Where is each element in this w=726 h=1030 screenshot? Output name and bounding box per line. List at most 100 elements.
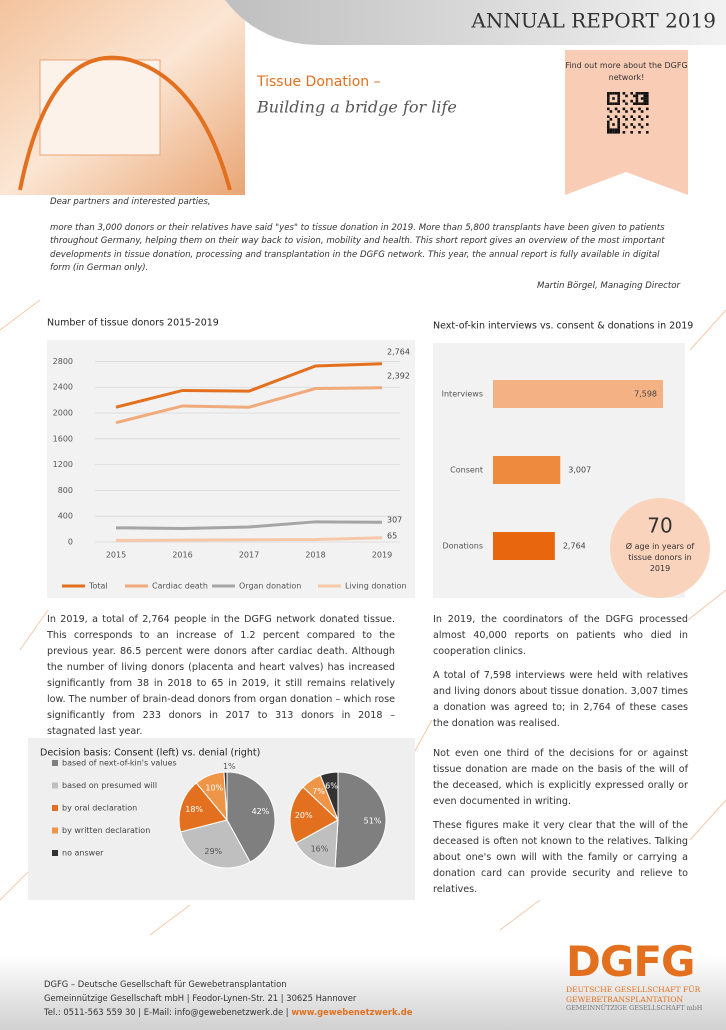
qr-cell bbox=[609, 92, 613, 95]
chart-title: Next-of-kin interviews vs. consent & don… bbox=[433, 321, 693, 332]
qr-cell bbox=[607, 123, 610, 126]
chart-title: Number of tissue donors 2015-2019 bbox=[47, 318, 219, 329]
bar bbox=[493, 456, 561, 484]
callout-circle bbox=[610, 498, 710, 598]
qr-cell bbox=[617, 131, 620, 134]
legend-swatch bbox=[52, 850, 58, 856]
qr-cell bbox=[643, 97, 646, 100]
legend-label: Organ donation bbox=[239, 582, 301, 591]
qr-cell bbox=[607, 92, 610, 95]
bar bbox=[493, 380, 664, 408]
y-tick-label: 1600 bbox=[53, 434, 73, 443]
qr-cell bbox=[646, 99, 649, 103]
qr-cell bbox=[646, 94, 649, 98]
qr-cell bbox=[630, 92, 633, 95]
qr-cell bbox=[612, 131, 615, 134]
photo-box bbox=[39, 59, 161, 156]
x-tick-label: 2018 bbox=[305, 551, 325, 560]
y-tick-label: 2400 bbox=[53, 383, 73, 392]
series-line bbox=[115, 536, 383, 542]
qr-cell bbox=[633, 102, 636, 105]
data-label: 16% bbox=[311, 845, 329, 854]
legend-label: based of next-of-kin's values bbox=[62, 759, 177, 768]
photo-ribbon bbox=[18, 55, 232, 191]
logo-mark: DGFG bbox=[566, 937, 696, 986]
qr-cell bbox=[617, 92, 620, 95]
data-label: 65 bbox=[387, 531, 397, 540]
footer-web[interactable]: www.gewebenetzwerk.de bbox=[291, 1007, 413, 1017]
pie-slice bbox=[226, 771, 276, 863]
qr-cell bbox=[609, 131, 613, 134]
qr-cell bbox=[633, 118, 636, 121]
qr-cell bbox=[625, 110, 628, 113]
qr-cell bbox=[643, 94, 646, 98]
qr-cell bbox=[643, 102, 646, 105]
data-label: 6% bbox=[325, 782, 338, 791]
series-line bbox=[115, 386, 383, 425]
qr-cell bbox=[630, 131, 633, 134]
qr-cell bbox=[625, 102, 628, 105]
paragraph: These figures make it very clear that th… bbox=[433, 820, 688, 895]
qr-cell bbox=[643, 92, 646, 95]
qr-cell bbox=[633, 125, 636, 129]
qr-cell bbox=[617, 123, 620, 126]
data-label: 20% bbox=[295, 811, 313, 820]
pie-slice bbox=[295, 819, 339, 869]
qr-cell bbox=[614, 128, 618, 131]
qr-cell bbox=[625, 118, 628, 121]
pie-slice bbox=[289, 786, 339, 844]
qr-cell bbox=[617, 102, 620, 105]
qr-cell bbox=[646, 107, 649, 111]
qr-cell bbox=[640, 92, 644, 95]
qr-cell bbox=[614, 115, 618, 118]
data-label: 2,764 bbox=[387, 347, 410, 356]
legend-swatch bbox=[52, 760, 58, 766]
data-label: 7,598 bbox=[634, 390, 657, 399]
qr-cell bbox=[638, 123, 641, 126]
data-label: 18% bbox=[185, 805, 203, 814]
qr-cell bbox=[607, 131, 610, 134]
qr-cell bbox=[640, 110, 644, 113]
paragraph: In 2019, a total of 2,764 people in the … bbox=[47, 614, 395, 737]
qr-cell bbox=[617, 128, 620, 131]
legend-label: based on presumed will bbox=[62, 781, 157, 790]
qr-cell bbox=[609, 128, 613, 131]
data-label: 29% bbox=[204, 847, 222, 856]
legend-label: Total bbox=[88, 582, 108, 591]
y-tick-label: 1200 bbox=[53, 460, 73, 469]
qr-cell bbox=[617, 94, 620, 98]
qr-cell bbox=[630, 115, 633, 118]
qr-cell bbox=[635, 99, 639, 103]
line-chart-box bbox=[47, 340, 415, 598]
footer-line: DGFG – Deutsche Gesellschaft für Gewebet… bbox=[44, 979, 287, 989]
qr-cell bbox=[640, 97, 644, 100]
logo-text: DEUTSCHE GESELLSCHAFT FÜR GEWEBETRANSPLA… bbox=[566, 985, 702, 1014]
qr-cell bbox=[638, 107, 641, 111]
qr-cell bbox=[622, 115, 626, 118]
qr-cell bbox=[612, 128, 615, 131]
qr-cell bbox=[625, 94, 628, 98]
qr-cell bbox=[622, 107, 626, 111]
qr-cell bbox=[622, 92, 626, 95]
qr-cell bbox=[635, 102, 639, 105]
qr-cell bbox=[635, 97, 639, 100]
qr-cell bbox=[614, 92, 618, 95]
y-tick-label: 0 bbox=[68, 538, 73, 547]
qr-cell bbox=[617, 99, 620, 103]
pie-slice bbox=[334, 771, 387, 869]
series-line bbox=[115, 362, 383, 409]
qr-cell bbox=[625, 125, 628, 129]
charts: Number of tissue donors 2015-2019 0 400 800… bbox=[40, 318, 710, 869]
qr-code bbox=[607, 92, 649, 134]
footer-line: Gemeinnützige Gesellschaft mbH | Feodor-… bbox=[44, 993, 357, 1003]
data-label: 42% bbox=[252, 807, 270, 816]
qr-cell bbox=[622, 123, 626, 126]
y-tick-label: Donations bbox=[442, 542, 483, 551]
logo-line: DEUTSCHE GESELLSCHAFT FÜR bbox=[566, 985, 701, 994]
header-band bbox=[225, 0, 726, 45]
paragraph: Not even one third of the decisions for … bbox=[433, 748, 688, 807]
qr-text: Find out more about the DGFG network! bbox=[565, 61, 688, 82]
qr-cell bbox=[646, 123, 649, 126]
y-tick-label: 800 bbox=[58, 486, 73, 495]
